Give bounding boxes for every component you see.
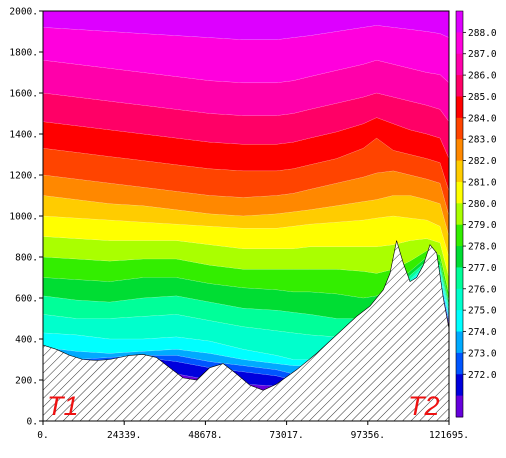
colorbar-label: 277.0 [468,263,497,274]
colorbar-swatch [456,267,463,290]
contour-band [43,257,449,319]
contour-line [43,256,449,303]
colorbar-label: 284.0 [468,113,497,124]
y-tick-label: 400. [15,335,38,346]
colorbar-label: 273.0 [468,348,497,359]
colorbar-swatch [456,246,463,268]
colorbar-swatch [456,96,463,119]
y-tick-label: 1600. [9,89,38,100]
contour-line [43,264,449,360]
colorbar-label: 283.0 [468,135,497,146]
colorbar-label: 288.0 [468,28,497,39]
y-tick-label: 1000. [9,212,38,223]
colorbar-label: 278.0 [468,242,497,253]
colorbar-swatch [456,117,463,140]
contour-line [43,137,449,192]
annotation-t1: T1 [47,391,79,421]
y-tick-label: 1400. [9,130,38,141]
contour-line [43,236,449,278]
colorbar-label: 275.0 [468,306,497,317]
x-tick-label: 121695. [429,430,469,441]
colorbar-swatch [456,224,463,247]
colorbar-label: 274.0 [468,327,497,338]
contour-bands [43,11,449,421]
colorbar-swatch [456,331,463,354]
contour-band [43,216,449,278]
colorbar-swatch [456,75,463,97]
colorbar-swatch [456,203,463,226]
contour-band [43,25,449,83]
y-tick-label: 1800. [9,48,38,59]
contour-band [43,236,449,294]
x-axis-ticks: 0. 24339. 48678. 73017. 97356. 121695. [37,421,469,441]
terrain-hatch [43,240,449,421]
y-tick-label: 1200. [9,171,38,182]
x-tick-label: 0. [37,430,48,441]
y-tick-label: 600. [15,294,38,305]
colorbar-label: 281.0 [468,177,497,188]
contour-band [43,93,449,159]
colorbar-swatch [456,352,463,375]
contour-line [43,215,449,258]
contour-line [43,170,449,217]
contour-line [43,25,449,40]
contour-line [43,250,449,294]
x-tick-label: 48678. [188,430,222,441]
annotation-t2: T2 [408,391,440,421]
y-tick-label: 0. [27,417,38,428]
contour-line [43,260,449,319]
colorbar-swatch [456,395,463,418]
x-tick-label: 24339. [107,430,141,441]
colorbar-swatch [456,139,463,162]
colorbar-swatch [456,374,463,397]
contour-line [43,59,449,84]
colorbar-swatch [456,32,463,55]
x-tick-label: 73017. [269,430,303,441]
colorbar-label: 282.0 [468,156,497,167]
x-tick-label: 97356. [351,430,385,441]
colorbar-label: 287.0 [468,49,497,60]
y-tick-label: 2000. [9,7,38,18]
colorbar-swatch [456,310,463,333]
colorbar-label: 272.0 [468,370,497,381]
colorbar-swatch [456,181,463,204]
colorbar-swatch [456,11,463,33]
colorbar-label: 285.0 [468,92,497,103]
colorbar-frame [455,10,464,418]
contour-band [43,265,449,366]
colorbar-swatch [456,53,463,76]
colorbar-label: 286.0 [468,71,497,82]
contour-line [43,262,449,338]
contour-band [43,138,449,216]
contour-line [43,117,449,159]
contour-line [43,92,449,122]
contour-band [43,170,449,237]
contour-band [43,250,449,303]
contour-band [43,11,449,40]
y-tick-label: 800. [15,253,38,264]
colorbar-label: 279.0 [468,220,497,231]
contour-band [43,261,449,337]
contour-band [43,195,449,257]
colorbar-swatch [456,288,463,311]
contour-line [43,195,449,237]
y-axis-ticks: 0. 200. 400. 600. 800. 1000. 1200. 1400. 1600. 18… [9,7,43,428]
colorbar-swatch [456,160,463,183]
colorbar-label: 276.0 [468,284,497,295]
colorbar: 288.0 287.0 286.0 285.0 284.0 283.0 282.0 281.0… [455,10,497,418]
contour-band [43,117,449,192]
colorbar-label: 280.0 [468,199,497,210]
y-tick-label: 200. [15,376,38,387]
contour-band [43,60,449,122]
